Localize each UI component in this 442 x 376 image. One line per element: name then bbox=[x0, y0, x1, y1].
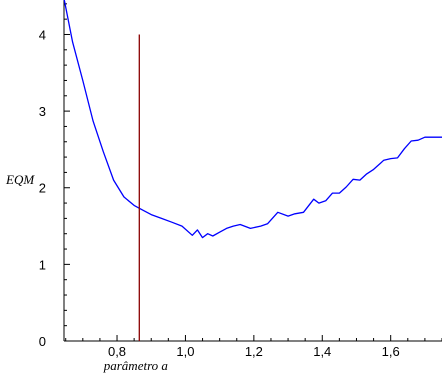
series-layer bbox=[63, 0, 442, 341]
x-tick-label: 1,6 bbox=[382, 344, 400, 359]
y-tick-label: 4 bbox=[39, 27, 46, 42]
x-tick-label: 1,2 bbox=[245, 344, 263, 359]
x-ticks: 0,8 1,0 1,2 1,4 1,6 bbox=[65, 335, 442, 359]
axes bbox=[63, 0, 442, 342]
y-tick-label: 1 bbox=[39, 257, 46, 272]
y-tick-label: 0 bbox=[39, 334, 46, 349]
y-tick-label: 3 bbox=[39, 104, 46, 119]
y-tick-label: 2 bbox=[39, 181, 46, 196]
series-line-eqm bbox=[63, 0, 442, 239]
x-axis-label: parâmetro a bbox=[103, 358, 169, 373]
y-axis-label: EQM bbox=[5, 172, 35, 187]
y-ticks: 0 1 2 3 4 bbox=[39, 3, 70, 349]
x-tick-label: 1,4 bbox=[313, 344, 331, 359]
x-tick-label: 1,0 bbox=[176, 344, 194, 359]
x-tick-label: 0,8 bbox=[108, 344, 126, 359]
